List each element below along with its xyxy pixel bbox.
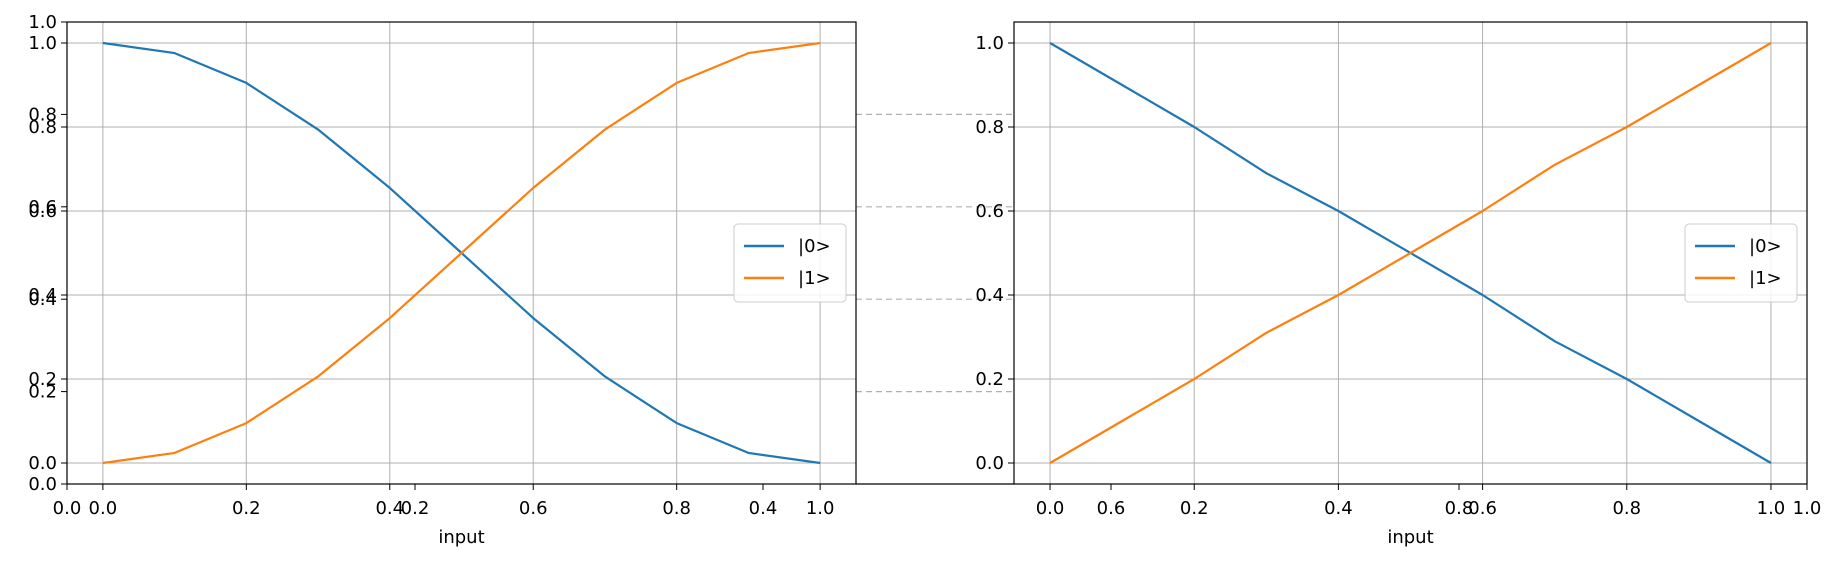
- left-y-tick-label: 0.6: [28, 201, 57, 222]
- overlay-x-tick-label: 0.2: [401, 498, 430, 519]
- right-axes-frame: [1013, 21, 1808, 485]
- left-y-tick-label: 0.0: [28, 453, 57, 474]
- left-series-line: [102, 41, 821, 465]
- right-x-axis-label: input: [1387, 527, 1433, 548]
- legend-layer: |0> |1> |0> |1>: [733, 223, 1798, 303]
- grid-layer: [67, 22, 1807, 484]
- left-legend-label: |0>: [798, 236, 831, 257]
- left-y-tick-label: 0.8: [28, 117, 57, 138]
- left-y-tick-label: 0.2: [28, 369, 57, 390]
- right-y-tick-label: 1.0: [975, 33, 1004, 54]
- right-y-tick-label: 0.4: [975, 285, 1004, 306]
- left-axes-frame: [66, 21, 857, 485]
- left-x-tick-label: 0.2: [232, 498, 261, 519]
- right-legend: |0> |1>: [1684, 223, 1798, 303]
- left-x-tick-label: 1.0: [806, 498, 835, 519]
- overlay-x-tick-label: 0.0: [53, 498, 82, 519]
- left-y-tick-label: 1.0: [28, 33, 57, 54]
- right-x-tick-label: 0.8: [1612, 498, 1641, 519]
- overlay-x-tick-label: 1.0: [1793, 498, 1822, 519]
- right-y-tick-label: 0.0: [975, 453, 1004, 474]
- tick-layer: 0.0 0.2 0.4 0.6 0.8 1.00.00.20.40.60.81.00.0 0…: [28, 12, 1821, 519]
- right-x-tick-label: 0.6: [1468, 498, 1497, 519]
- overlay-x-tick-label: 0.8: [1445, 498, 1474, 519]
- right-series-line: [1049, 42, 1772, 464]
- right-x-tick-label: 0.2: [1180, 498, 1209, 519]
- right-x-tick-label: 0.0: [1036, 498, 1065, 519]
- overlay-x-tick-label: 0.6: [1097, 498, 1126, 519]
- series-layer: [102, 41, 1772, 465]
- axis-label-layer: input input: [438, 527, 1433, 548]
- right-legend-box: [1684, 223, 1798, 303]
- frame-layer: [66, 21, 1808, 485]
- left-legend-label: |1>: [798, 268, 831, 289]
- left-x-axis-label: input: [438, 527, 484, 548]
- left-x-tick-label: 0.4: [375, 498, 404, 519]
- connector-dashes: [856, 113, 1014, 485]
- overlay-y-tick-label: 0.6: [28, 197, 57, 218]
- left-x-tick-label: 0.6: [519, 498, 548, 519]
- overlay-y-tick-label: 1.0: [28, 12, 57, 33]
- left-x-tick-label: 0.0: [89, 498, 118, 519]
- right-x-tick-label: 0.4: [1324, 498, 1353, 519]
- overlay-y-tick-label: 0.0: [28, 474, 57, 495]
- overlay-x-tick-label: 0.4: [749, 498, 778, 519]
- left-legend-box: [733, 223, 847, 303]
- left-legend: |0> |1>: [733, 223, 847, 303]
- right-y-tick-label: 0.2: [975, 369, 1004, 390]
- overlay-y-tick-label: 0.4: [28, 289, 57, 310]
- right-y-tick-label: 0.8: [975, 117, 1004, 138]
- left-y-tick-label: 0.4: [28, 285, 57, 306]
- right-x-tick-label: 1.0: [1757, 498, 1786, 519]
- left-x-tick-label: 0.8: [662, 498, 691, 519]
- overlay-y-tick-label: 0.8: [28, 104, 57, 125]
- right-legend-label: |1>: [1749, 268, 1782, 289]
- overlay-y-tick-label: 0.2: [28, 382, 57, 403]
- right-y-tick-label: 0.6: [975, 201, 1004, 222]
- right-legend-label: |0>: [1749, 236, 1782, 257]
